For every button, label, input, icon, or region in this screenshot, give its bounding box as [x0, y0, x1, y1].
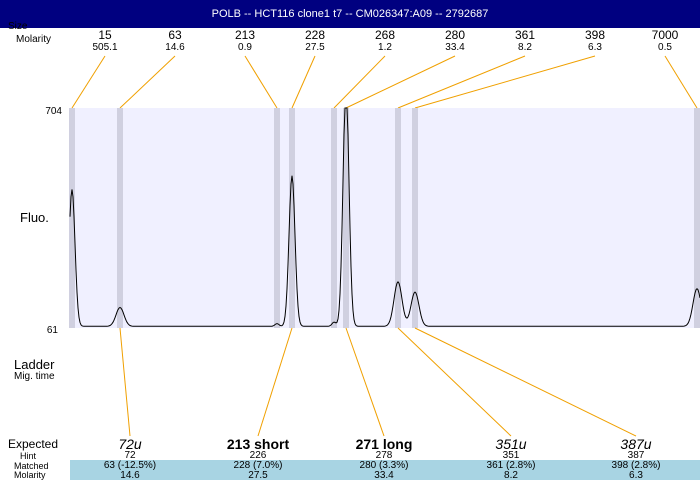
- expected-matched: 63 (-12.5%): [103, 460, 157, 471]
- expected-row: 72u 72 63 (-12.5%) 14.6 213 short 226 228 (7.0…: [0, 436, 700, 481]
- ladder-molarity: 14.6: [165, 42, 185, 53]
- expected-name: 72u: [118, 436, 142, 452]
- ladder-connector-2: [244, 55, 278, 109]
- ladder-connectors: [71, 55, 698, 109]
- expected-matched: 228 (7.0%): [233, 460, 283, 471]
- expected-matched: 361 (2.8%): [486, 460, 536, 471]
- expected-hint: 387: [627, 450, 645, 461]
- expected-molarity: 33.4: [374, 470, 394, 481]
- ladder-header-row: 15 505.1 63 14.6 213 0.9 228 27.5 268 1.2 280 33.4 3…: [0, 28, 700, 53]
- ladder-size: 268: [374, 28, 396, 42]
- peak-band-2: [274, 108, 280, 328]
- expected-molarity: 6.3: [629, 470, 643, 481]
- ladder-molarity: 6.3: [588, 42, 602, 53]
- peak-band-8: [694, 108, 700, 328]
- expected-connector-2: [345, 327, 385, 437]
- expected-label: Expected: [8, 437, 59, 451]
- ladder-size: 280: [444, 28, 466, 42]
- expected-name: 351u: [495, 436, 527, 452]
- peak-bands: [69, 108, 700, 328]
- expected-molarity: 27.5: [248, 470, 268, 481]
- ladder-connector-5: [345, 55, 456, 109]
- molarity-footer-label: Molarity: [14, 470, 46, 480]
- ladder-connector-6: [397, 55, 526, 109]
- expected-molarity: 8.2: [504, 470, 518, 481]
- expected-molarity: 14.6: [120, 470, 140, 481]
- ladder-size: 7000: [651, 28, 679, 42]
- fluo-label: Fluo.: [20, 210, 49, 225]
- expected-connector-0: [119, 327, 131, 437]
- peak-band-1: [117, 108, 123, 328]
- y-tick-bottom: 61: [47, 325, 59, 336]
- matched-label: Matched: [14, 461, 49, 471]
- ladder-molarity: 27.5: [305, 42, 325, 53]
- expected-matched: 280 (3.3%): [359, 460, 409, 471]
- migtime-label: Mig. time: [14, 371, 55, 382]
- fluorescence-trace: [69, 107, 700, 327]
- peak-band-7: [412, 108, 418, 328]
- ladder-molarity: 8.2: [518, 42, 532, 53]
- matched-band: [70, 460, 700, 480]
- plot-area: [70, 108, 700, 328]
- expected-name: 387u: [620, 436, 652, 452]
- peak-band-0: [69, 108, 75, 328]
- window-title: POLB -- HCT116 clone1 t7 -- CM026347:A09…: [0, 0, 700, 28]
- ladder-connector-1: [119, 55, 176, 109]
- ladder-connector-7: [414, 55, 596, 109]
- y-tick-top: 704: [45, 106, 62, 117]
- ladder-connector-8: [664, 55, 698, 109]
- expected-hint: 226: [249, 450, 267, 461]
- ladder-size: 398: [584, 28, 606, 42]
- peak-band-5: [343, 108, 349, 328]
- expected-connector-4: [414, 327, 637, 437]
- peak-band-4: [331, 108, 337, 328]
- ladder-molarity: 33.4: [445, 42, 465, 53]
- expected-name: 213 short: [226, 436, 290, 452]
- expected-matched: 398 (2.8%): [611, 460, 661, 471]
- ladder-size: 361: [514, 28, 536, 42]
- ladder-label: Ladder: [14, 357, 55, 372]
- peak-band-6: [395, 108, 401, 328]
- expected-hint: 72: [124, 450, 136, 461]
- ladder-molarity: 0.5: [658, 42, 672, 53]
- hint-label: Hint: [20, 451, 37, 461]
- expected-connector-3: [397, 327, 512, 437]
- ladder-size: 15: [98, 28, 112, 42]
- expected-connectors: [119, 327, 637, 437]
- size-label: Size: [8, 21, 28, 32]
- expected-hint: 351: [502, 450, 520, 461]
- peak-band-3: [289, 108, 295, 328]
- molarity-header-label: Molarity: [16, 34, 52, 45]
- ladder-molarity: 505.1: [92, 42, 118, 53]
- ladder-molarity: 1.2: [378, 42, 392, 53]
- expected-connector-1: [257, 327, 293, 437]
- ladder-molarity: 0.9: [238, 42, 252, 53]
- ladder-size: 228: [304, 28, 326, 42]
- ladder-size: 63: [168, 28, 182, 42]
- ladder-connector-3: [291, 55, 316, 109]
- expected-name: 271 long: [355, 436, 413, 452]
- ladder-connector-0: [71, 55, 106, 109]
- ladder-size: 213: [234, 28, 256, 42]
- expected-hint: 278: [375, 450, 393, 461]
- ladder-connector-4: [333, 55, 386, 109]
